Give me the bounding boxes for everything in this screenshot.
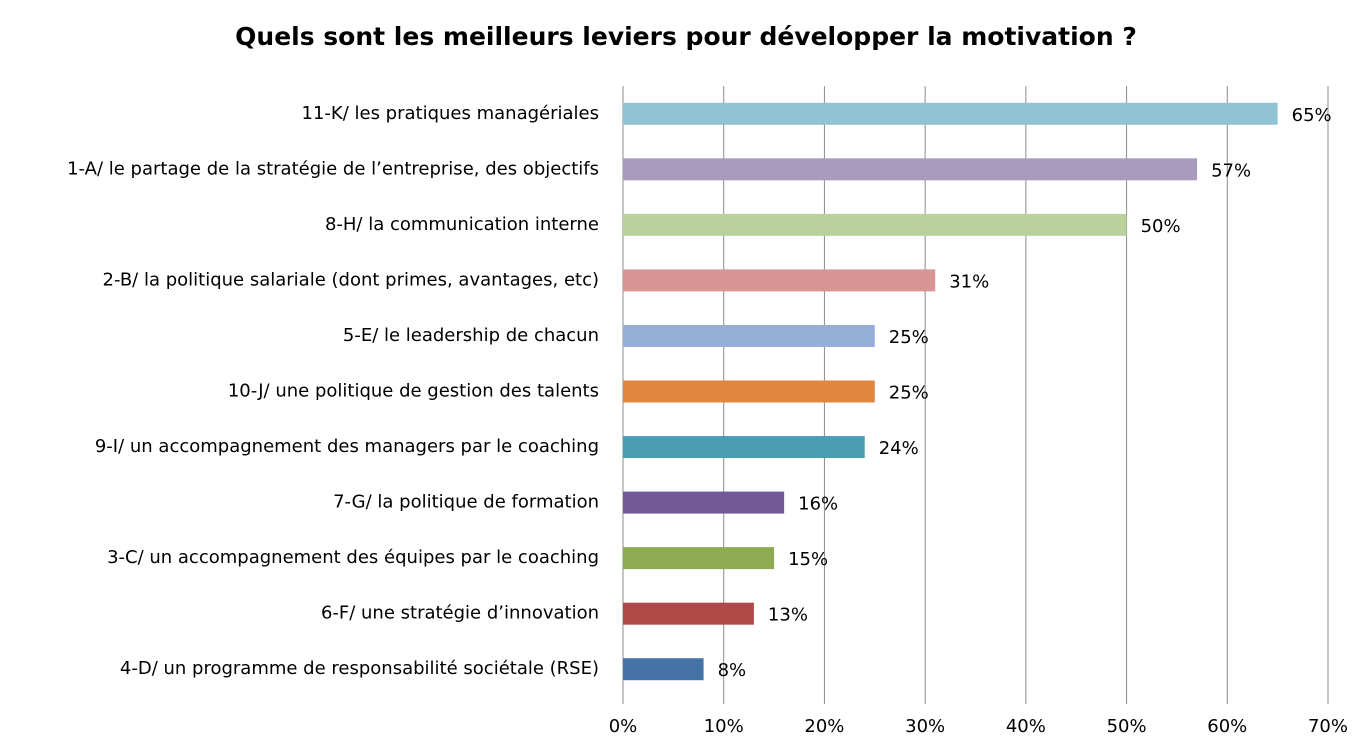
x-tick-label: 40%	[1006, 716, 1046, 737]
x-tick-label: 70%	[1308, 716, 1348, 737]
value-label: 13%	[768, 605, 808, 626]
value-label: 25%	[889, 383, 929, 404]
y-tick-label: 11-K/ les pratiques managériales	[302, 103, 599, 124]
value-label: 24%	[879, 438, 919, 459]
bar	[623, 602, 754, 625]
bar	[623, 380, 875, 403]
y-tick-label: 2-B/ la politique salariale (dont primes…	[103, 269, 599, 290]
x-tick-label: 50%	[1107, 716, 1147, 737]
bar	[623, 324, 875, 347]
value-label: 31%	[949, 271, 989, 292]
x-tick-label: 20%	[804, 716, 844, 737]
value-label: 25%	[889, 327, 929, 348]
bar	[623, 658, 704, 681]
value-label: 65%	[1292, 105, 1332, 126]
y-tick-label: 5-E/ le leadership de chacun	[343, 325, 599, 346]
y-tick-label: 6-F/ une stratégie d’innovation	[321, 603, 599, 624]
y-tick-label: 4-D/ un programme de responsabilité soci…	[120, 658, 599, 679]
x-tick-label: 30%	[905, 716, 945, 737]
bar	[623, 547, 775, 570]
bar	[623, 436, 865, 459]
bar	[623, 213, 1127, 236]
y-tick-label: 3-C/ un accompagnement des équipes par l…	[107, 547, 599, 568]
y-tick-label: 9-I/ un accompagnement des managers par …	[95, 436, 599, 457]
value-label: 57%	[1211, 160, 1251, 181]
y-tick-label: 10-J/ une politique de gestion des talen…	[228, 381, 599, 402]
bar	[623, 269, 936, 292]
x-tick-label: 60%	[1207, 716, 1247, 737]
bar	[623, 102, 1278, 125]
x-tick-label: 10%	[704, 716, 744, 737]
value-label: 15%	[788, 549, 828, 570]
bar	[623, 491, 785, 514]
y-tick-label: 1-A/ le partage de la stratégie de l’ent…	[67, 158, 599, 179]
y-tick-label: 8-H/ la communication interne	[325, 214, 599, 235]
y-tick-label: 7-G/ la politique de formation	[333, 492, 599, 513]
value-label: 50%	[1141, 216, 1181, 237]
x-tick-label: 0%	[609, 716, 638, 737]
bar	[623, 158, 1198, 181]
value-label: 8%	[718, 660, 747, 681]
chart-title: Quels sont les meilleurs leviers pour dé…	[235, 22, 1137, 51]
value-label: 16%	[798, 494, 838, 515]
